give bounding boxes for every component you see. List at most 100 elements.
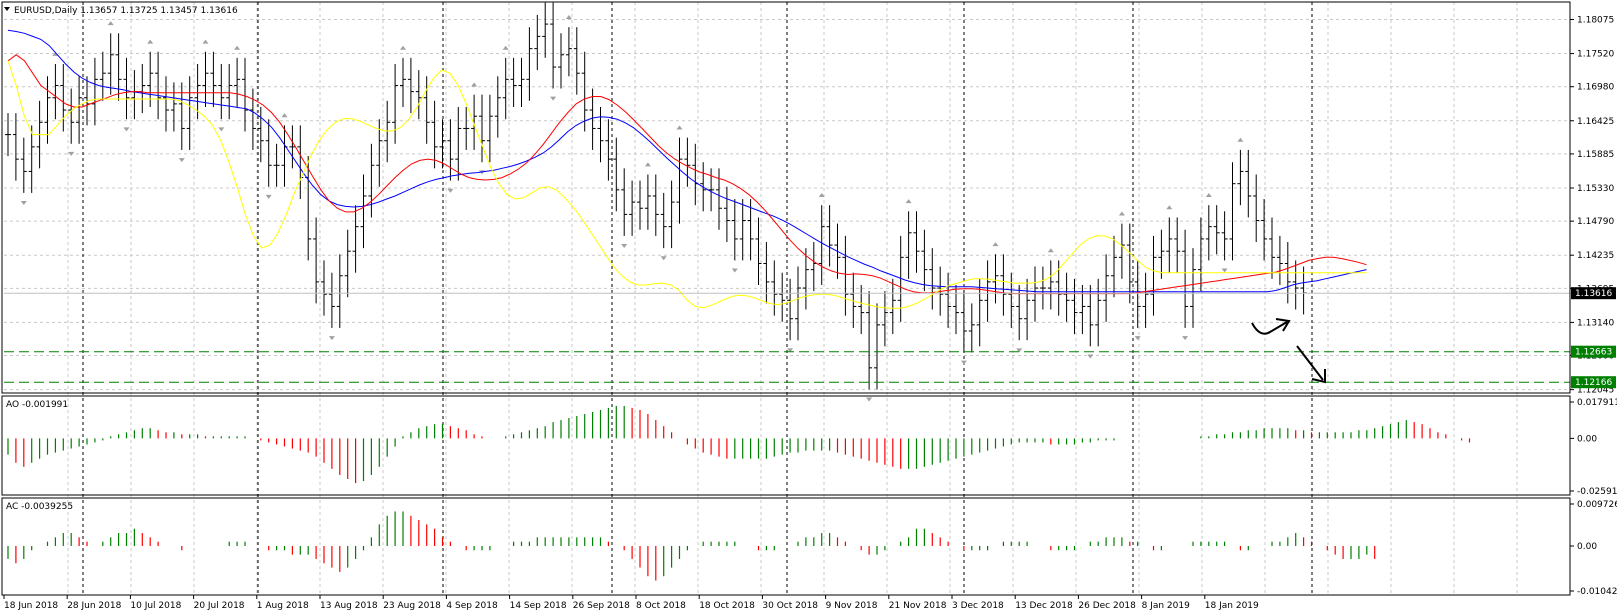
fractal-down-arrow bbox=[787, 348, 794, 353]
price-tick-label: 1.16980 bbox=[1577, 83, 1614, 93]
time-tick-label: 26 Sep 2018 bbox=[573, 601, 630, 611]
time-tick-label: 18 Jan 2019 bbox=[1205, 601, 1259, 611]
time-tick-label: 20 Jul 2018 bbox=[194, 601, 245, 611]
ohlc-bar bbox=[1245, 149, 1252, 218]
ohlc-bar bbox=[526, 27, 533, 101]
time-tick-label: 8 Jan 2019 bbox=[1142, 601, 1190, 611]
time-axis: 18 Jun 2018 28 Jun 2018 10 Jul 2018 20 Jul … bbox=[3, 595, 1259, 611]
ohlc-bar bbox=[336, 254, 343, 328]
panel-frame bbox=[1, 497, 1571, 596]
fractal-up-arrow bbox=[1118, 211, 1125, 216]
fractal-up-arrow bbox=[1166, 205, 1173, 210]
ohlc-bar bbox=[802, 248, 809, 310]
support-levels bbox=[4, 292, 1570, 383]
level-price-box bbox=[1571, 345, 1616, 358]
ohlc-bar bbox=[668, 180, 675, 249]
fractal-up-arrow bbox=[281, 113, 288, 118]
ac-histogram bbox=[7, 511, 1376, 581]
fractal-down-arrow bbox=[1182, 336, 1189, 341]
ohlc-bar bbox=[1063, 272, 1070, 322]
ohlc-bar bbox=[471, 94, 478, 150]
ohlc-bar bbox=[226, 63, 233, 120]
ohlc-bar bbox=[723, 186, 730, 243]
panel-frame bbox=[1, 395, 1571, 496]
fractal-down-arrow bbox=[1134, 336, 1141, 341]
ohlc-bar bbox=[360, 174, 367, 249]
time-tick-label: 30 Oct 2018 bbox=[762, 601, 818, 611]
ohlc-bar bbox=[486, 94, 493, 163]
fractal-down-arrow bbox=[660, 256, 667, 261]
ohlc-bar bbox=[945, 272, 952, 328]
ao-tick-label: -0.025911 bbox=[1577, 487, 1617, 497]
fractal-down-arrow bbox=[328, 336, 335, 341]
ohlc-bar bbox=[597, 106, 604, 163]
ohlc-bar bbox=[779, 272, 786, 322]
ohlc-bar bbox=[1095, 278, 1102, 347]
period-separators bbox=[82, 2, 1313, 595]
fractal-up-arrow bbox=[471, 82, 478, 87]
time-tick-label: 28 Jun 2018 bbox=[67, 601, 121, 611]
ma-line-yellow bbox=[7, 60, 1367, 309]
ohlc-bar bbox=[866, 291, 873, 390]
time-tick-label: 9 Nov 2018 bbox=[826, 601, 878, 611]
price-panel: EURUSD,Daily 1.13657 1.13725 1.13457 1.1… bbox=[4, 2, 1570, 402]
ohlc-bar bbox=[392, 63, 399, 144]
ohlc-bar bbox=[273, 143, 280, 187]
fractal-up-arrow bbox=[1205, 193, 1212, 198]
moving-averages bbox=[7, 29, 1367, 309]
ohlc-bar bbox=[905, 211, 912, 279]
ohlc-bar bbox=[739, 199, 746, 261]
ohlc-bar bbox=[123, 57, 130, 120]
fractal-down-arrow bbox=[731, 268, 738, 273]
price-tick-label: 1.17520 bbox=[1577, 50, 1614, 60]
ohlc-bar bbox=[1008, 272, 1015, 328]
ohlc-bar bbox=[1292, 260, 1299, 310]
ohlc-bar bbox=[352, 205, 359, 273]
ohlc-bar bbox=[1087, 284, 1094, 347]
fractal-down-arrow bbox=[1087, 354, 1094, 359]
forecast-curve-arrow bbox=[1251, 321, 1288, 335]
ohlc-bar bbox=[1253, 174, 1260, 243]
ohlc-bar bbox=[407, 57, 414, 114]
ma-line-blue bbox=[7, 29, 1367, 293]
ohlc-bar bbox=[621, 168, 628, 236]
ohlc-bar bbox=[589, 88, 596, 150]
ohlc-bar bbox=[163, 76, 169, 132]
ohlc-bar bbox=[629, 180, 636, 236]
fractal-down-arrow bbox=[218, 127, 225, 132]
ohlc-bar bbox=[431, 100, 438, 169]
ohlc-bar bbox=[107, 33, 114, 95]
current-price-label: 1.13616 bbox=[1575, 289, 1612, 299]
current-price-box bbox=[1571, 287, 1616, 300]
fractal-down-arrow bbox=[960, 360, 967, 365]
fractal-arrows bbox=[20, 15, 1244, 402]
ohlc-bar bbox=[234, 57, 241, 107]
ohlc-bar bbox=[818, 205, 825, 285]
ohlc-bar bbox=[1039, 266, 1046, 310]
ohlc-bar bbox=[1213, 205, 1220, 255]
ohlc-bar bbox=[368, 143, 375, 218]
ohlc-bar bbox=[1237, 149, 1244, 206]
ohlc-bar bbox=[1166, 217, 1173, 273]
ohlc-bar bbox=[99, 51, 106, 101]
ohlc-bar bbox=[1134, 260, 1141, 328]
ohlc-bar bbox=[684, 137, 691, 187]
ohlc-bar bbox=[644, 174, 651, 230]
ohlc-bar bbox=[676, 137, 683, 224]
ohlc-bar bbox=[423, 76, 430, 144]
ohlc-bar bbox=[1103, 254, 1110, 322]
time-tick-label: 14 Sep 2018 bbox=[510, 601, 567, 611]
ohlc-bar bbox=[510, 57, 517, 107]
fractal-up-arrow bbox=[992, 242, 999, 247]
fractal-up-arrow bbox=[234, 45, 241, 50]
price-tick-label: 1.15330 bbox=[1577, 184, 1614, 194]
ohlc-bar bbox=[795, 266, 801, 341]
ohlc-bar bbox=[550, 2, 557, 89]
ao-tick-label: 0.00 bbox=[1577, 434, 1597, 444]
time-tick-label: 13 Dec 2018 bbox=[1015, 601, 1073, 611]
ohlc-bar bbox=[328, 272, 335, 328]
ohlc-bar bbox=[76, 76, 83, 144]
ohlc-bar bbox=[1150, 235, 1157, 316]
ohlc-bar bbox=[826, 205, 833, 267]
fractal-down-arrow bbox=[866, 397, 873, 402]
